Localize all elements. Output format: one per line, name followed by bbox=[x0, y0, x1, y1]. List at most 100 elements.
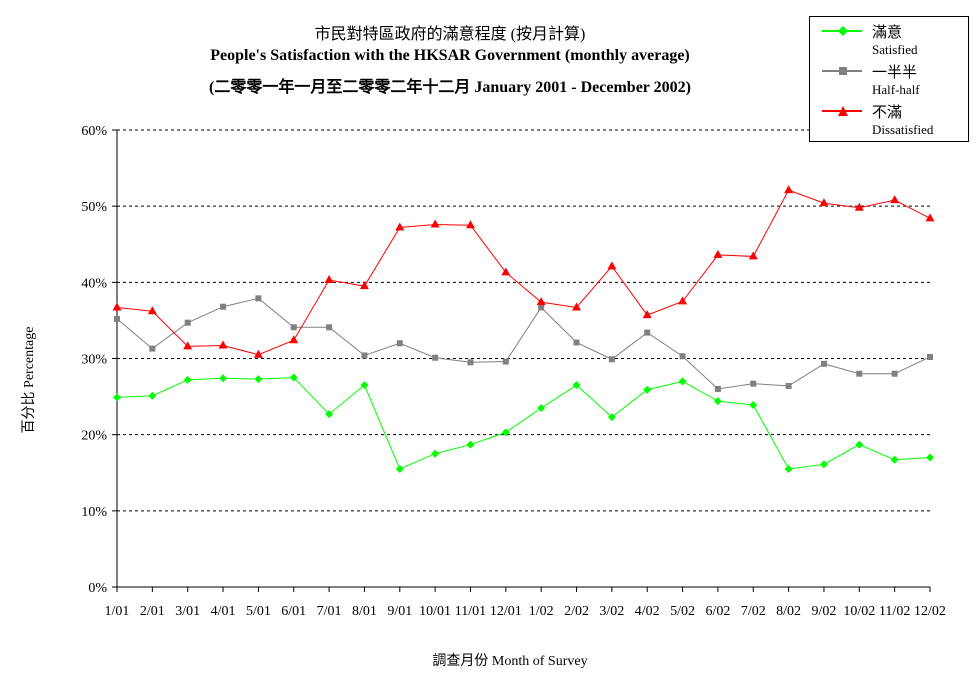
data-point-satisfied-1-02 bbox=[537, 404, 546, 413]
data-point-satisfied-4-01 bbox=[219, 374, 228, 383]
y-tick-label-30: 30% bbox=[81, 353, 107, 368]
data-point-dissatisfied-5-02 bbox=[678, 296, 688, 305]
x-tick-label-4-02: 4/02 bbox=[635, 604, 660, 619]
data-point-half-half-8-01 bbox=[361, 352, 368, 359]
legend-item-half-half: 一半半 Half-half bbox=[810, 61, 968, 101]
data-point-half-half-3-01 bbox=[184, 319, 191, 326]
data-point-satisfied-10-01 bbox=[431, 449, 440, 458]
data-point-dissatisfied-8-02 bbox=[784, 185, 794, 194]
data-point-dissatisfied-1-01 bbox=[112, 302, 122, 311]
square-marker-icon bbox=[839, 67, 847, 75]
data-point-half-half-4-01 bbox=[220, 303, 227, 310]
y-tick-label-50: 50% bbox=[81, 200, 107, 215]
data-point-half-half-6-01 bbox=[290, 324, 297, 331]
data-point-half-half-3-02 bbox=[608, 356, 615, 363]
data-point-half-half-10-02 bbox=[856, 370, 863, 377]
data-point-half-half-8-02 bbox=[785, 382, 792, 389]
data-point-half-half-6-02 bbox=[714, 385, 721, 392]
data-point-half-half-1-02 bbox=[538, 304, 545, 311]
data-point-dissatisfied-12-01 bbox=[501, 267, 511, 276]
series-line-dissatisfied bbox=[116, 189, 931, 356]
data-point-dissatisfied-8-01 bbox=[359, 281, 369, 290]
legend-item-dissatisfied: 不滿 Dissatisfied bbox=[810, 101, 968, 141]
x-tick-label-8-01: 8/01 bbox=[352, 604, 377, 619]
legend-label-dissatisfied-en: Dissatisfied bbox=[872, 122, 934, 137]
data-point-half-half-7-01 bbox=[326, 324, 333, 331]
data-point-satisfied-9-01 bbox=[395, 464, 404, 473]
legend-item-satisfied: 滿意 Satisfied bbox=[810, 21, 968, 61]
data-point-dissatisfied-3-02 bbox=[607, 261, 617, 270]
data-point-satisfied-2-02 bbox=[572, 381, 581, 390]
diamond-marker-icon bbox=[838, 26, 848, 36]
data-point-dissatisfied-2-01 bbox=[147, 306, 157, 315]
data-point-dissatisfied-7-02 bbox=[748, 251, 758, 260]
data-point-dissatisfied-7-01 bbox=[324, 275, 334, 284]
y-axis-label: 百分比 Percentage bbox=[22, 326, 37, 434]
chart-legend: 滿意 Satisfied 一半半 Half-half 不滿 Dissatisfi… bbox=[809, 16, 969, 142]
y-tick-label-40: 40% bbox=[81, 276, 107, 291]
legend-label-dissatisfied-zh: 不滿 bbox=[872, 105, 903, 121]
data-point-half-half-1-01 bbox=[114, 315, 120, 322]
data-point-half-half-7-02 bbox=[750, 380, 757, 387]
data-point-satisfied-11-01 bbox=[466, 440, 475, 449]
data-point-dissatisfied-12-02 bbox=[925, 213, 935, 222]
x-tick-label-10-01: 10/01 bbox=[419, 604, 451, 619]
data-point-satisfied-7-02 bbox=[749, 400, 758, 409]
chart-subtitle: (二零零一年一月至二零零二年十二月 January 2001 - Decembe… bbox=[209, 79, 691, 96]
y-tick-label-20: 20% bbox=[81, 429, 107, 444]
legend-label-satisfied-zh: 滿意 bbox=[872, 25, 903, 41]
triangle-marker-icon bbox=[838, 106, 848, 116]
chart-title-english: People's Satisfaction with the HKSAR Gov… bbox=[210, 47, 690, 64]
data-point-satisfied-2-01 bbox=[148, 391, 157, 400]
data-point-dissatisfied-9-01 bbox=[395, 222, 405, 231]
data-point-satisfied-9-02 bbox=[819, 460, 828, 469]
data-point-dissatisfied-11-02 bbox=[890, 195, 900, 204]
x-tick-label-5-01: 5/01 bbox=[246, 604, 271, 619]
x-tick-label-7-01: 7/01 bbox=[317, 604, 342, 619]
data-point-dissatisfied-10-02 bbox=[854, 202, 864, 211]
data-point-dissatisfied-11-01 bbox=[465, 220, 475, 229]
data-point-dissatisfied-1-02 bbox=[536, 297, 546, 306]
x-tick-label-6-02: 6/02 bbox=[705, 604, 730, 619]
x-axis-label: 調查月份 Month of Survey bbox=[432, 654, 588, 669]
data-point-satisfied-5-02 bbox=[678, 377, 687, 386]
x-tick-label-2-02: 2/02 bbox=[564, 604, 589, 619]
data-point-half-half-5-01 bbox=[255, 295, 262, 302]
data-point-half-half-9-01 bbox=[396, 340, 403, 347]
data-point-dissatisfied-6-01 bbox=[289, 335, 299, 344]
y-tick-label-60: 60% bbox=[81, 124, 107, 139]
legend-label-half-half-zh: 一半半 bbox=[872, 65, 918, 81]
x-tick-label-1-01: 1/01 bbox=[105, 604, 130, 619]
data-point-half-half-5-02 bbox=[679, 353, 686, 360]
data-point-satisfied-5-01 bbox=[254, 375, 263, 384]
data-point-dissatisfied-4-02 bbox=[642, 310, 652, 319]
x-tick-label-8-02: 8/02 bbox=[776, 604, 801, 619]
data-point-dissatisfied-6-02 bbox=[713, 249, 723, 258]
data-point-half-half-4-02 bbox=[644, 329, 651, 336]
data-point-satisfied-6-02 bbox=[713, 397, 722, 406]
data-point-satisfied-10-02 bbox=[855, 440, 864, 449]
data-point-dissatisfied-2-02 bbox=[572, 302, 582, 311]
data-point-satisfied-12-02 bbox=[926, 453, 934, 462]
x-tick-label-2-01: 2/01 bbox=[140, 604, 165, 619]
data-point-dissatisfied-10-01 bbox=[430, 219, 440, 228]
y-tick-label-0: 0% bbox=[88, 581, 107, 596]
x-tick-label-12-02: 12/02 bbox=[914, 604, 946, 619]
data-point-half-half-12-02 bbox=[927, 353, 933, 360]
data-point-satisfied-12-01 bbox=[501, 428, 510, 437]
data-point-half-half-9-02 bbox=[820, 360, 827, 367]
data-point-satisfied-8-02 bbox=[784, 464, 793, 473]
y-tick-label-10: 10% bbox=[81, 505, 107, 520]
x-tick-label-1-02: 1/02 bbox=[529, 604, 554, 619]
data-point-satisfied-3-02 bbox=[607, 413, 616, 422]
data-point-dissatisfied-4-01 bbox=[218, 340, 228, 349]
data-point-dissatisfied-5-01 bbox=[253, 349, 263, 358]
data-point-satisfied-8-01 bbox=[360, 381, 369, 390]
x-tick-label-11-02: 11/02 bbox=[879, 604, 910, 619]
x-tick-label-10-02: 10/02 bbox=[843, 604, 875, 619]
data-point-half-half-12-01 bbox=[502, 358, 509, 365]
legend-label-satisfied-en: Satisfied bbox=[872, 42, 918, 57]
x-tick-label-11-01: 11/01 bbox=[455, 604, 486, 619]
data-point-satisfied-4-02 bbox=[643, 385, 652, 394]
